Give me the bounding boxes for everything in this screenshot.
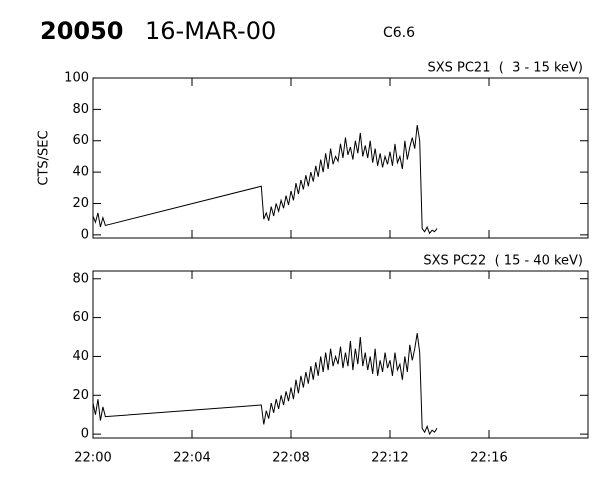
x-tick-label: 22:16 (470, 451, 507, 466)
y-tick-label: 60 (72, 310, 89, 325)
plot-frame (92, 270, 589, 439)
plot-frame (92, 77, 589, 239)
y-axis-label: CTS/SEC (37, 130, 52, 185)
y-tick-label: 80 (72, 102, 89, 117)
x-tick-label: 22:04 (173, 451, 210, 466)
panel-title: SXS PC21 ( 3 - 15 keV) (427, 61, 583, 76)
x-tick-label: 22:00 (74, 451, 111, 466)
y-tick-label: 40 (72, 165, 89, 180)
y-tick-label: 40 (72, 349, 89, 364)
y-tick-label: 100 (64, 71, 89, 86)
event-date: 16-MAR-00 (145, 17, 276, 45)
y-tick-label: 60 (72, 133, 89, 148)
y-tick-label: 20 (72, 196, 89, 211)
data-line (92, 124, 438, 235)
event-id: 20050 (40, 17, 124, 45)
x-tick-label: 22:08 (272, 451, 309, 466)
y-tick-label: 0 (81, 427, 89, 442)
data-line (92, 333, 438, 436)
flare-class: C6.6 (383, 25, 415, 41)
y-tick-label: 80 (72, 271, 89, 286)
panel-title: SXS PC22 ( 15 - 40 keV) (423, 254, 583, 269)
x-tick-label: 22:12 (371, 451, 408, 466)
y-tick-label: 20 (72, 388, 89, 403)
y-tick-label: 0 (81, 227, 89, 242)
